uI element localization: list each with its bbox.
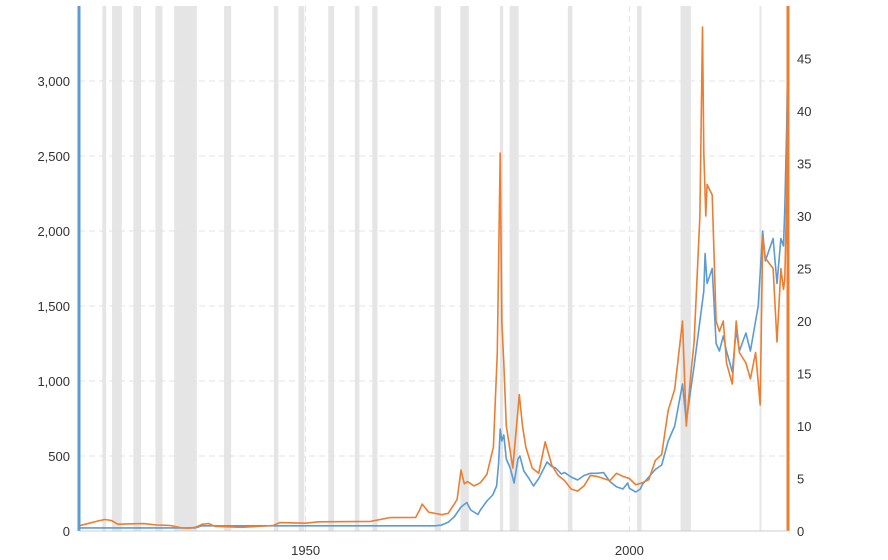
series-line-right (78, 26, 789, 529)
recession-bands (102, 6, 762, 531)
recession-band-15 (567, 6, 573, 531)
y-right-tick-label: 5 (797, 472, 804, 487)
recession-band-17 (680, 6, 691, 531)
recession-band-1 (112, 6, 122, 531)
y-left-tick-label: 1,500 (37, 299, 70, 314)
recession-band-4 (174, 6, 197, 531)
y-right-tick-label: 40 (797, 104, 811, 119)
recession-band-12 (460, 6, 469, 531)
x-tick-label: 1950 (291, 543, 320, 558)
recession-band-3 (155, 6, 163, 531)
recession-band-9 (354, 6, 360, 531)
tick-labels: 0 500 1,000 1,500 2,000 2,500 3,000 0 5 10 15 20 25 3… (37, 52, 811, 559)
recession-band-0 (102, 6, 107, 531)
recession-band-6 (273, 6, 279, 531)
y-right-tick-label: 10 (797, 419, 811, 434)
x-tick-label: 2000 (615, 543, 644, 558)
recession-band-8 (328, 6, 335, 531)
recession-band-2 (133, 6, 142, 531)
y-left-tick-label: 3,000 (37, 74, 70, 89)
y-left-tick-label: 0 (63, 524, 70, 539)
recession-band-14 (509, 6, 519, 531)
y-left-tick-label: 2,000 (37, 224, 70, 239)
y-right-tick-label: 0 (797, 524, 804, 539)
y-right-tick-label: 35 (797, 157, 811, 172)
series-group (78, 26, 789, 529)
grid-lines (79, 6, 788, 531)
recession-band-5 (224, 6, 232, 531)
y-left-tick-label: 1,000 (37, 374, 70, 389)
recession-band-10 (372, 6, 378, 531)
recession-band-7 (298, 6, 305, 531)
recession-band-16 (637, 6, 642, 531)
axes (77, 6, 790, 532)
y-right-tick-label: 30 (797, 209, 811, 224)
y-right-tick-label: 45 (797, 52, 811, 67)
y-right-tick-label: 25 (797, 262, 811, 277)
y-right-tick-label: 20 (797, 314, 811, 329)
y-left-tick-label: 500 (48, 449, 70, 464)
y-right-tick-label: 15 (797, 367, 811, 382)
recession-band-11 (434, 6, 441, 531)
y-left-tick-label: 2,500 (37, 149, 70, 164)
